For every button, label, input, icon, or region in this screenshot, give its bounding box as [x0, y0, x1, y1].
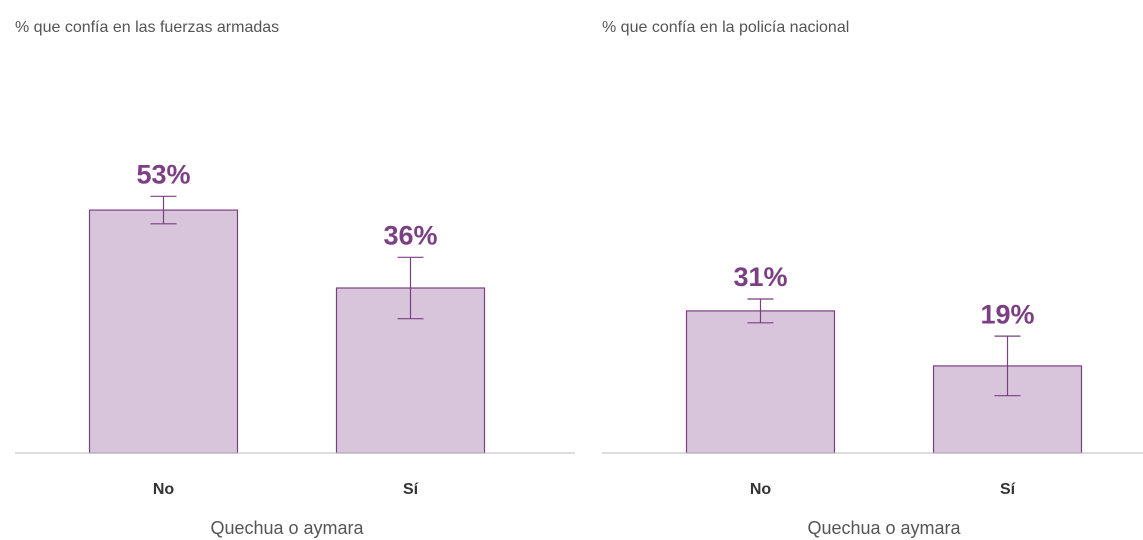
chart-title: % que confía en las fuerzas armadas	[15, 19, 279, 36]
x-axis-label: Quechua o aymara	[807, 518, 961, 538]
bar	[685, 310, 836, 454]
bar	[88, 209, 239, 454]
x-tick-label: Sí	[1000, 481, 1016, 498]
value-label: 53%	[136, 159, 190, 189]
x-tick-label: No	[750, 481, 772, 498]
value-label: 31%	[733, 262, 787, 292]
value-label: 36%	[383, 220, 437, 250]
x-tick-label: No	[153, 481, 175, 498]
chart-title: % que confía en la policía nacional	[602, 19, 849, 36]
value-label: 19%	[980, 299, 1034, 329]
x-axis-label: Quechua o aymara	[210, 518, 364, 538]
x-tick-label: Sí	[403, 481, 419, 498]
